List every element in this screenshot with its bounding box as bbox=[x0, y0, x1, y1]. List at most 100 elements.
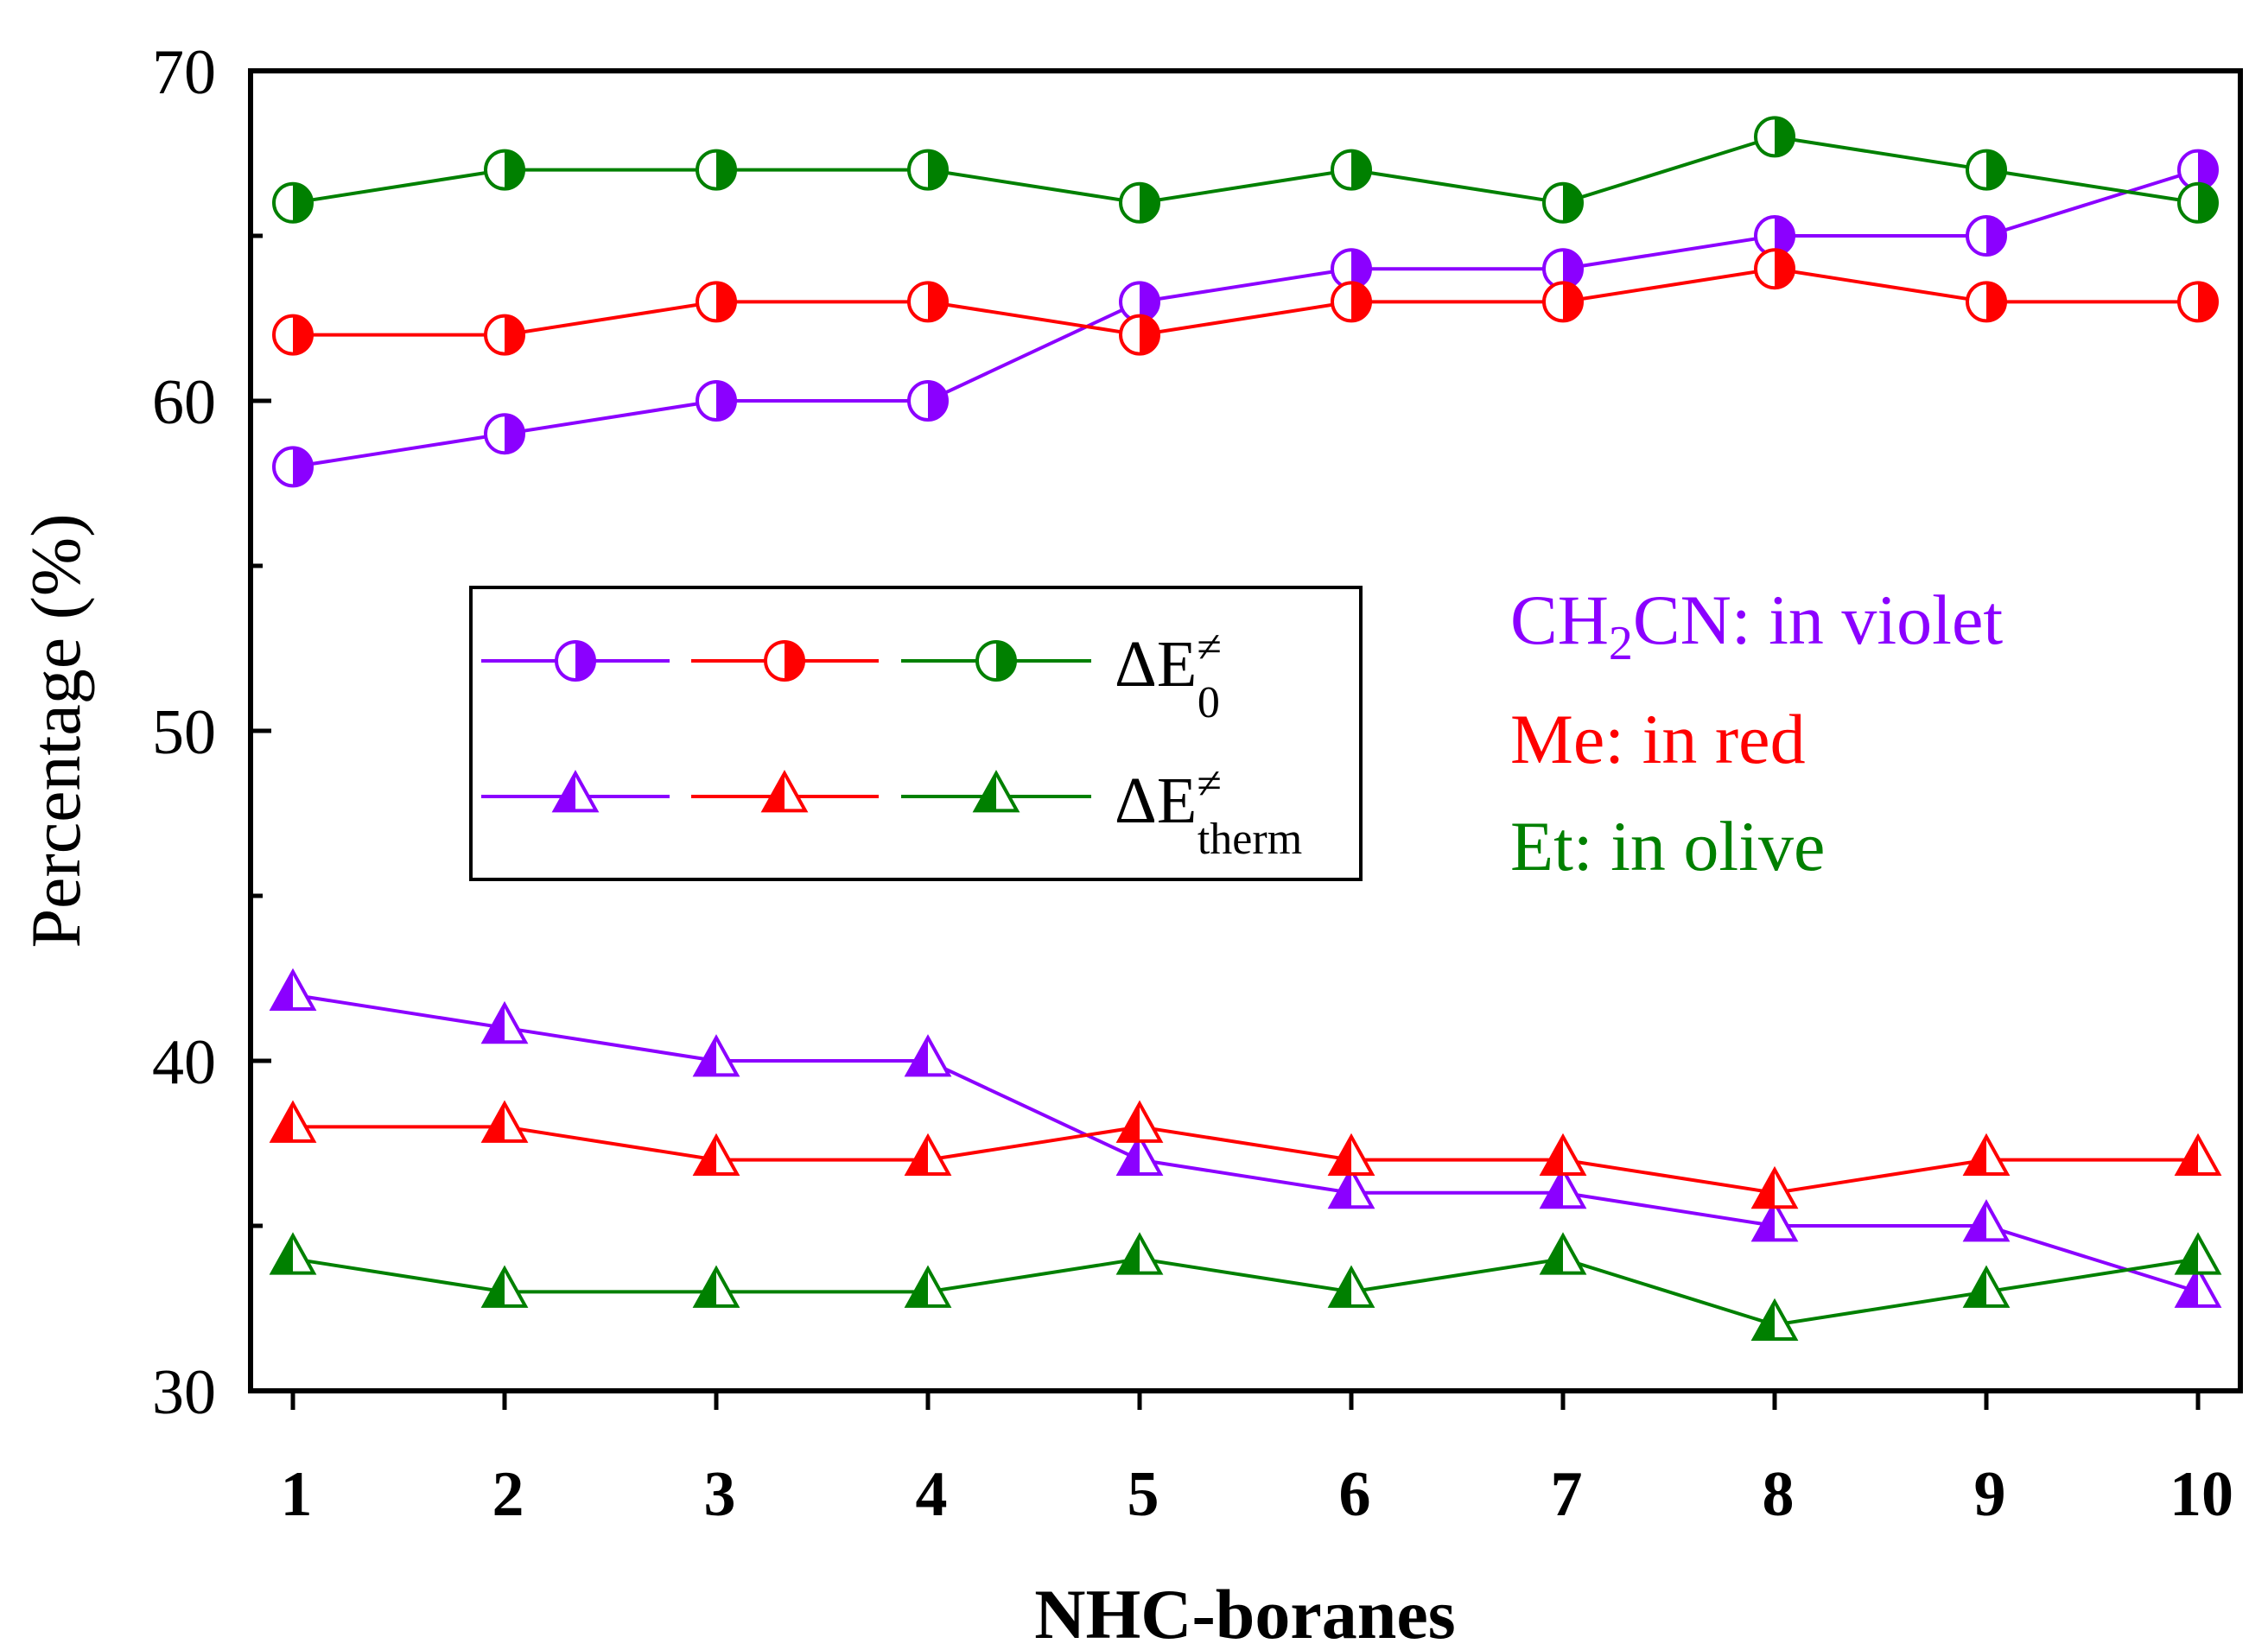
marker-fill bbox=[1119, 1103, 1140, 1141]
data-point bbox=[480, 1000, 529, 1044]
data-point bbox=[1119, 314, 1160, 356]
marker-outline bbox=[272, 181, 314, 224]
legend-marker bbox=[975, 640, 1017, 682]
marker-fill bbox=[2177, 1268, 2198, 1306]
legend-marker bbox=[555, 640, 596, 682]
marker-outline bbox=[1754, 248, 1795, 290]
marker-outline bbox=[269, 1232, 317, 1275]
marker-outline bbox=[907, 281, 949, 323]
annotation-ch2cn-part2: CN: in violet bbox=[1633, 581, 2003, 659]
marker-fill bbox=[1563, 183, 1582, 222]
marker-fill bbox=[1966, 1268, 1986, 1306]
marker-outline bbox=[692, 1133, 740, 1177]
marker-fill bbox=[1119, 1235, 1140, 1273]
marker-outline bbox=[1966, 281, 2007, 323]
data-point bbox=[1542, 281, 1584, 323]
data-point bbox=[1115, 1232, 1164, 1275]
marker-outline bbox=[1327, 1133, 1375, 1177]
marker-fill bbox=[996, 642, 1015, 680]
marker-outline bbox=[484, 413, 525, 455]
marker-outline bbox=[1539, 1232, 1587, 1275]
marker-fill bbox=[272, 971, 293, 1010]
legend-label-sub: 0 bbox=[1198, 678, 1220, 727]
data-point bbox=[1754, 215, 1795, 257]
data-point bbox=[1115, 1133, 1164, 1177]
marker-outline bbox=[975, 640, 1017, 682]
legend-label-sup: ≠ bbox=[1197, 623, 1222, 672]
marker-fill bbox=[484, 1268, 505, 1306]
annotation-ch2cn-part1: CH bbox=[1510, 581, 1609, 659]
x-axis-title: NHC-boranes bbox=[1034, 1575, 1455, 1650]
marker-fill bbox=[293, 183, 312, 222]
marker-outline bbox=[1327, 1165, 1375, 1209]
data-point bbox=[1966, 149, 2007, 191]
y-tick-label: 40 bbox=[152, 1027, 216, 1098]
marker-fill bbox=[505, 150, 524, 189]
series-line bbox=[293, 267, 2198, 337]
legend-sample-ch2cn-de0 bbox=[481, 640, 670, 682]
annotation-me: Me: in red bbox=[1510, 700, 1806, 778]
marker-outline bbox=[480, 1100, 529, 1143]
marker-fill bbox=[1986, 150, 2005, 189]
data-point bbox=[1750, 1199, 1799, 1242]
x-axis bbox=[290, 1391, 2201, 1410]
marker-fill bbox=[1754, 1170, 1775, 1208]
y-axis-title: Percentage (%) bbox=[16, 513, 95, 948]
marker-fill bbox=[505, 415, 524, 454]
marker-fill bbox=[272, 1103, 293, 1141]
marker-outline bbox=[551, 770, 600, 813]
legend: ΔE≠ 0 ΔE≠ therm bbox=[469, 586, 1363, 881]
marker-outline bbox=[1327, 1265, 1375, 1308]
data-point bbox=[1750, 1298, 1799, 1342]
data-point bbox=[1115, 1100, 1164, 1143]
marker-fill bbox=[2177, 1136, 2198, 1175]
legend-marker bbox=[551, 770, 600, 813]
marker-fill bbox=[1775, 250, 1794, 289]
legend-sample-et-de0 bbox=[901, 640, 1091, 682]
legend-sample-ch2cn-detherm bbox=[481, 770, 670, 813]
marker-fill bbox=[1775, 217, 1794, 255]
data-point bbox=[2174, 1133, 2222, 1177]
y-tick-label: 70 bbox=[152, 37, 216, 108]
marker-outline bbox=[484, 149, 525, 191]
marker-outline bbox=[555, 640, 596, 682]
data-point bbox=[2174, 1232, 2222, 1275]
data-point bbox=[1750, 1165, 1799, 1209]
series-line bbox=[292, 1257, 2199, 1327]
x-tick-label: 2 bbox=[492, 1459, 524, 1530]
marker-fill bbox=[928, 150, 947, 189]
annotation-ch2cn: CH2CN: in violet bbox=[1510, 581, 2003, 670]
marker-fill bbox=[293, 447, 312, 486]
marker-fill bbox=[1331, 1136, 1351, 1175]
x-tick-label: 3 bbox=[704, 1459, 736, 1530]
marker-fill bbox=[2198, 282, 2217, 321]
data-point bbox=[1539, 1232, 1587, 1275]
marker-outline bbox=[1331, 281, 1372, 323]
marker-outline bbox=[904, 1034, 952, 1077]
marker-outline bbox=[2177, 181, 2219, 224]
legend-label-main: ΔE bbox=[1115, 765, 1197, 837]
y-tick-label: 50 bbox=[152, 697, 216, 768]
marker-fill bbox=[1351, 282, 1370, 321]
data-point bbox=[269, 1232, 317, 1275]
data-point bbox=[269, 968, 317, 1012]
data-point bbox=[1539, 1133, 1587, 1177]
data-point bbox=[272, 314, 314, 356]
data-point bbox=[1331, 149, 1372, 191]
marker-fill bbox=[1754, 1203, 1775, 1241]
legend-marker bbox=[760, 770, 809, 813]
marker-outline bbox=[760, 770, 809, 813]
data-point bbox=[1119, 181, 1160, 224]
data-point bbox=[907, 149, 949, 191]
legend-label-main: ΔE bbox=[1115, 628, 1197, 701]
data-point bbox=[1327, 1265, 1375, 1308]
annotation-ch2cn-sub: 2 bbox=[1609, 617, 1633, 670]
marker-fill bbox=[2177, 1235, 2198, 1273]
x-tick-label: 1 bbox=[281, 1459, 313, 1530]
data-point bbox=[269, 1100, 317, 1143]
series-layer bbox=[269, 116, 2222, 1342]
marker-fill bbox=[1542, 1235, 1563, 1273]
marker-fill bbox=[575, 642, 594, 680]
data-point bbox=[904, 1265, 952, 1308]
data-point bbox=[1962, 1265, 2011, 1308]
